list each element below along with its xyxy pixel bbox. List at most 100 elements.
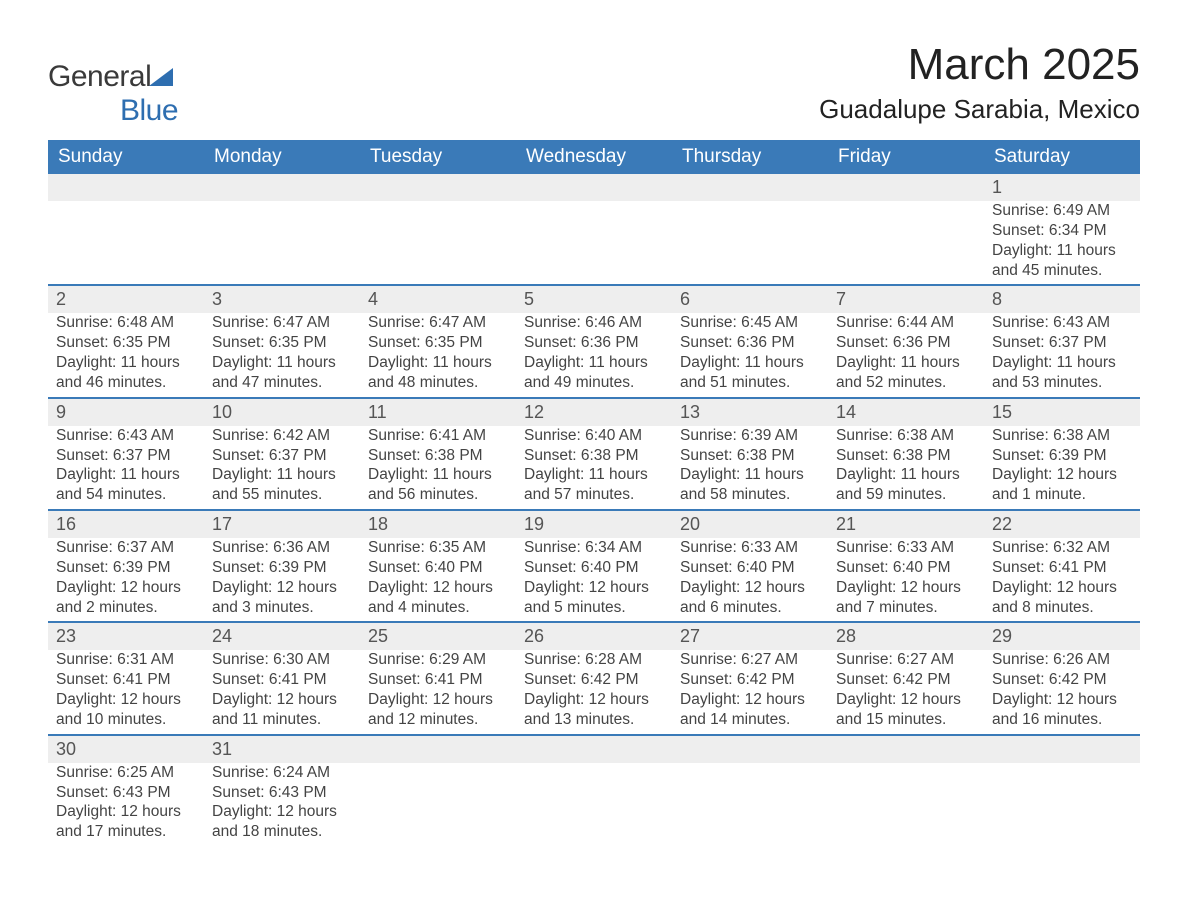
daylight-line1: Daylight: 11 hours [836, 353, 976, 373]
day-number: 16 [48, 510, 204, 538]
sunset: Sunset: 6:42 PM [992, 670, 1132, 690]
day-number: 12 [516, 398, 672, 426]
daynum-row: 2345678 [48, 285, 1140, 313]
day-detail: Sunrise: 6:33 AMSunset: 6:40 PMDaylight:… [828, 538, 984, 622]
daylight-line2: and 4 minutes. [368, 598, 508, 618]
daylight-line2: and 16 minutes. [992, 710, 1132, 730]
sunset: Sunset: 6:36 PM [524, 333, 664, 353]
detail-row: Sunrise: 6:49 AMSunset: 6:34 PMDaylight:… [48, 201, 1140, 285]
sunrise: Sunrise: 6:46 AM [524, 313, 664, 333]
daylight-line1: Daylight: 12 hours [56, 690, 196, 710]
daylight-line1: Daylight: 11 hours [680, 353, 820, 373]
sunset: Sunset: 6:42 PM [524, 670, 664, 690]
daylight-line2: and 49 minutes. [524, 373, 664, 393]
daylight-line2: and 57 minutes. [524, 485, 664, 505]
col-saturday: Saturday [984, 140, 1140, 174]
sunrise: Sunrise: 6:38 AM [992, 426, 1132, 446]
sunrise: Sunrise: 6:27 AM [836, 650, 976, 670]
day-number: 6 [672, 285, 828, 313]
sunrise: Sunrise: 6:45 AM [680, 313, 820, 333]
daylight-line1: Daylight: 11 hours [524, 465, 664, 485]
sunrise: Sunrise: 6:34 AM [524, 538, 664, 558]
daylight-line1: Daylight: 11 hours [680, 465, 820, 485]
logo-text: General Blue [48, 60, 178, 128]
day-number [516, 174, 672, 201]
day-number: 21 [828, 510, 984, 538]
day-number: 10 [204, 398, 360, 426]
logo-blue: Blue [120, 94, 178, 127]
sunrise: Sunrise: 6:41 AM [368, 426, 508, 446]
daylight-line1: Daylight: 12 hours [524, 578, 664, 598]
logo: General Blue [48, 60, 178, 128]
day-number: 28 [828, 622, 984, 650]
day-detail: Sunrise: 6:38 AMSunset: 6:38 PMDaylight:… [828, 426, 984, 510]
day-detail [984, 763, 1140, 846]
daylight-line1: Daylight: 12 hours [56, 802, 196, 822]
page-subtitle: Guadalupe Sarabia, Mexico [819, 94, 1140, 125]
day-detail: Sunrise: 6:26 AMSunset: 6:42 PMDaylight:… [984, 650, 1140, 734]
day-detail: Sunrise: 6:33 AMSunset: 6:40 PMDaylight:… [672, 538, 828, 622]
sunset: Sunset: 6:35 PM [56, 333, 196, 353]
daylight-line1: Daylight: 12 hours [992, 465, 1132, 485]
sunset: Sunset: 6:41 PM [992, 558, 1132, 578]
day-number: 20 [672, 510, 828, 538]
day-number: 1 [984, 174, 1140, 201]
day-number [672, 174, 828, 201]
col-thursday: Thursday [672, 140, 828, 174]
sunset: Sunset: 6:40 PM [524, 558, 664, 578]
sunrise: Sunrise: 6:44 AM [836, 313, 976, 333]
day-number: 23 [48, 622, 204, 650]
day-detail [828, 763, 984, 846]
daylight-line2: and 15 minutes. [836, 710, 976, 730]
day-number [828, 174, 984, 201]
day-number [984, 735, 1140, 763]
day-detail [672, 201, 828, 285]
day-number: 26 [516, 622, 672, 650]
sunrise: Sunrise: 6:39 AM [680, 426, 820, 446]
col-friday: Friday [828, 140, 984, 174]
sunrise: Sunrise: 6:42 AM [212, 426, 352, 446]
daylight-line2: and 46 minutes. [56, 373, 196, 393]
daylight-line2: and 12 minutes. [368, 710, 508, 730]
sunrise: Sunrise: 6:48 AM [56, 313, 196, 333]
sunset: Sunset: 6:38 PM [368, 446, 508, 466]
calendar-table: Sunday Monday Tuesday Wednesday Thursday… [48, 140, 1140, 846]
daylight-line1: Daylight: 12 hours [836, 578, 976, 598]
daylight-line2: and 3 minutes. [212, 598, 352, 618]
sunrise: Sunrise: 6:29 AM [368, 650, 508, 670]
daylight-line2: and 17 minutes. [56, 822, 196, 842]
daylight-line1: Daylight: 12 hours [368, 690, 508, 710]
day-detail: Sunrise: 6:34 AMSunset: 6:40 PMDaylight:… [516, 538, 672, 622]
sunrise: Sunrise: 6:25 AM [56, 763, 196, 783]
day-number [204, 174, 360, 201]
day-detail: Sunrise: 6:37 AMSunset: 6:39 PMDaylight:… [48, 538, 204, 622]
daylight-line2: and 1 minute. [992, 485, 1132, 505]
day-number: 3 [204, 285, 360, 313]
day-number [360, 174, 516, 201]
day-number: 7 [828, 285, 984, 313]
daylight-line1: Daylight: 11 hours [992, 241, 1132, 261]
day-number: 29 [984, 622, 1140, 650]
sunset: Sunset: 6:38 PM [680, 446, 820, 466]
daylight-line2: and 55 minutes. [212, 485, 352, 505]
col-wednesday: Wednesday [516, 140, 672, 174]
sunset: Sunset: 6:40 PM [836, 558, 976, 578]
detail-row: Sunrise: 6:43 AMSunset: 6:37 PMDaylight:… [48, 426, 1140, 510]
daylight-line2: and 8 minutes. [992, 598, 1132, 618]
day-detail: Sunrise: 6:43 AMSunset: 6:37 PMDaylight:… [984, 313, 1140, 397]
header: General Blue March 2025 Guadalupe Sarabi… [48, 40, 1140, 128]
weekday-header-row: Sunday Monday Tuesday Wednesday Thursday… [48, 140, 1140, 174]
day-number: 11 [360, 398, 516, 426]
day-detail [360, 201, 516, 285]
day-number: 25 [360, 622, 516, 650]
day-detail [828, 201, 984, 285]
sunrise: Sunrise: 6:27 AM [680, 650, 820, 670]
daylight-line2: and 56 minutes. [368, 485, 508, 505]
daylight-line1: Daylight: 11 hours [992, 353, 1132, 373]
daylight-line2: and 51 minutes. [680, 373, 820, 393]
day-number: 15 [984, 398, 1140, 426]
day-number: 14 [828, 398, 984, 426]
day-detail: Sunrise: 6:38 AMSunset: 6:39 PMDaylight:… [984, 426, 1140, 510]
daylight-line1: Daylight: 11 hours [524, 353, 664, 373]
sunrise: Sunrise: 6:31 AM [56, 650, 196, 670]
